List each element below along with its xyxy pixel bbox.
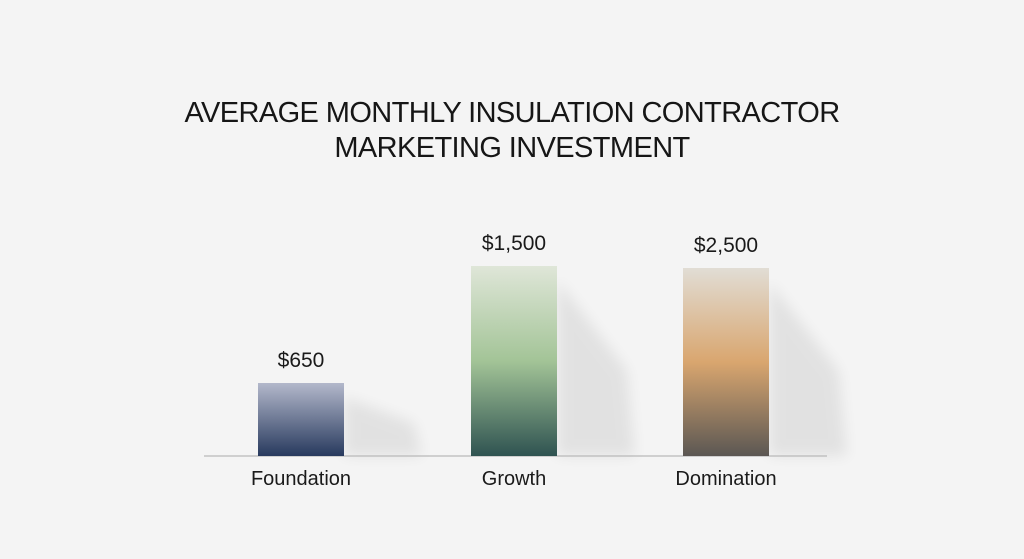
value-label-foundation: $650 — [278, 349, 325, 372]
bar-shadow-domination — [769, 282, 847, 456]
category-label-foundation: Foundation — [251, 468, 351, 490]
value-label-growth: $1,500 — [482, 232, 546, 255]
category-label-domination: Domination — [675, 468, 776, 490]
value-label-domination: $2,500 — [694, 234, 758, 257]
bar-shadows — [344, 280, 847, 456]
chart-title: AVERAGE MONTHLY INSULATION CONTRACTOR MA… — [0, 96, 1024, 166]
labels: $650 Foundation $1,500 Growth $2,500 Dominati… — [251, 232, 777, 490]
bar-growth — [471, 266, 557, 456]
chart-title-line-1: AVERAGE MONTHLY INSULATION CONTRACTOR — [184, 97, 840, 129]
bar-foundation — [258, 383, 344, 456]
bars — [258, 266, 769, 456]
bar-shadow-growth — [557, 280, 635, 456]
category-label-growth: Growth — [482, 468, 546, 490]
bar-domination — [683, 268, 769, 456]
bar-shadow-foundation — [344, 397, 422, 456]
chart-title-line-2: MARKETING INVESTMENT — [334, 132, 690, 164]
